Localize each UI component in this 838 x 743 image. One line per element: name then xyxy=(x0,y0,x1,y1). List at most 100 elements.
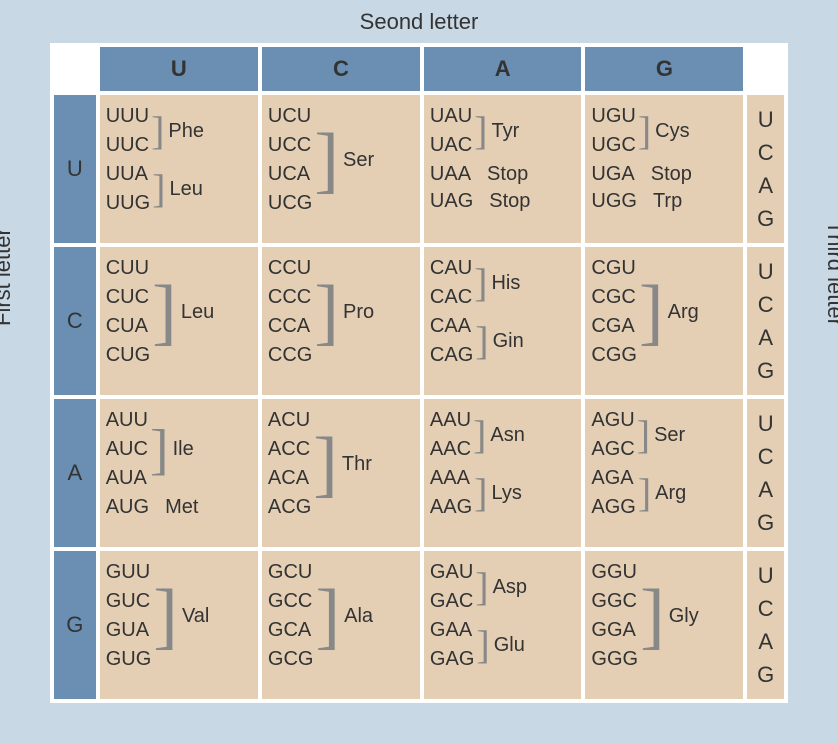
third-letter: U xyxy=(749,103,782,136)
amino-acid: Gin xyxy=(493,330,524,353)
cell-G-G: GGUGGCGGAGGG]Gly xyxy=(585,551,743,699)
codon: GAU xyxy=(430,559,473,586)
amino-acid: Glu xyxy=(494,634,525,657)
codon-group: GGUGGCGGAGGG]Gly xyxy=(591,559,737,673)
amino-acid: Pro xyxy=(343,301,374,324)
codon-group: AGAAGG]Arg xyxy=(591,465,737,521)
codon: GAG xyxy=(430,646,474,673)
codon-group: UGAStop xyxy=(591,161,737,188)
codon: CUA xyxy=(106,313,150,340)
codon-group: UGGTrp xyxy=(591,188,737,215)
codon: CCA xyxy=(268,313,312,340)
cell-C-G: CGUCGCCGACGG]Arg xyxy=(585,247,743,395)
codon: CCU xyxy=(268,255,312,282)
codon: CAU xyxy=(430,255,472,282)
amino-acid: Leu xyxy=(181,301,214,324)
codon: GCA xyxy=(268,617,314,644)
codon-group: AGUAGC]Ser xyxy=(591,407,737,463)
amino-acid: Leu xyxy=(170,178,203,201)
col-header-U: U xyxy=(100,47,258,91)
codon: CCC xyxy=(268,284,312,311)
cell-A-C: ACUACCACAACG]Thr xyxy=(262,399,420,547)
third-letter: G xyxy=(749,658,782,691)
codon: GCU xyxy=(268,559,314,586)
row-header-A: A xyxy=(54,399,96,547)
amino-acid: Val xyxy=(182,605,209,628)
cell-A-G: AGUAGC]SerAGAAGG]Arg xyxy=(585,399,743,547)
codon-group: UAGStop xyxy=(430,188,575,215)
amino-acid: Asn xyxy=(490,424,524,447)
codon: CGU xyxy=(591,255,637,282)
codon-group: CUUCUCCUACUG]Leu xyxy=(106,255,252,369)
codon-group: UUUUUC]Phe xyxy=(106,103,252,159)
third-letter-col: UCAG xyxy=(747,399,784,547)
amino-acid: Lys xyxy=(492,482,522,505)
third-letter: C xyxy=(749,440,782,473)
third-letter: U xyxy=(749,559,782,592)
codon: GUU xyxy=(106,559,152,586)
codon: ACG xyxy=(268,494,311,521)
codon-group: GCUGCCGCAGCG]Ala xyxy=(268,559,414,673)
codon: CAG xyxy=(430,342,473,369)
cell-G-A: GAUGAC]AspGAAGAG]Glu xyxy=(424,551,581,699)
third-letter: C xyxy=(749,592,782,625)
codon: UUG xyxy=(106,190,150,217)
cell-U-A: UAUUAC]TyrUAAStopUAGStop xyxy=(424,95,581,243)
codon: GUA xyxy=(106,617,152,644)
codon: AUC xyxy=(106,436,148,463)
codon: GUC xyxy=(106,588,152,615)
codon: UAC xyxy=(430,132,472,159)
amino-acid: Ala xyxy=(344,605,373,628)
codon-group: CGUCGCCGACGG]Arg xyxy=(591,255,737,369)
codon: GUG xyxy=(106,646,152,673)
codon: AGA xyxy=(591,465,635,492)
codon: UAA xyxy=(430,161,471,188)
third-letter: C xyxy=(749,136,782,169)
codon-group: AUUAUCAUA]Ile xyxy=(106,407,252,492)
codon: AUA xyxy=(106,465,148,492)
amino-acid: Cys xyxy=(655,120,689,143)
right-axis-label: Third letter xyxy=(822,221,838,326)
amino-acid: Stop xyxy=(487,163,528,186)
corner-cell xyxy=(54,47,96,91)
codon: AAC xyxy=(430,436,471,463)
codon: UCC xyxy=(268,132,312,159)
third-letter: G xyxy=(749,354,782,387)
third-letter: C xyxy=(749,288,782,321)
codon: CAA xyxy=(430,313,473,340)
codon-group: UCUUCCUCAUCG]Ser xyxy=(268,103,414,217)
codon: AAA xyxy=(430,465,472,492)
codon: GGA xyxy=(591,617,638,644)
third-letter: A xyxy=(749,169,782,202)
amino-acid: Tyr xyxy=(491,120,519,143)
codon: CAC xyxy=(430,284,472,311)
codon: CGG xyxy=(591,342,637,369)
amino-acid: Gly xyxy=(669,605,699,628)
codon: GCG xyxy=(268,646,314,673)
codon: ACC xyxy=(268,436,311,463)
amino-acid: Ile xyxy=(173,438,194,461)
codon: UUU xyxy=(106,103,149,130)
codon: CUU xyxy=(106,255,150,282)
third-letter-col: UCAG xyxy=(747,551,784,699)
codon-group: ACUACCACAACG]Thr xyxy=(268,407,414,521)
cell-C-A: CAUCAC]HisCAACAG]Gin xyxy=(424,247,581,395)
amino-acid: Met xyxy=(165,496,198,519)
amino-acid: Ser xyxy=(343,149,374,172)
codon-group: UGUUGC]Cys xyxy=(591,103,737,159)
cell-A-A: AAUAAC]AsnAAAAAG]Lys xyxy=(424,399,581,547)
amino-acid: Arg xyxy=(655,482,686,505)
codon: GAC xyxy=(430,588,473,615)
cell-U-U: UUUUUC]PheUUAUUG]Leu xyxy=(100,95,258,243)
col-header-A: A xyxy=(424,47,581,91)
codon: CGA xyxy=(591,313,637,340)
third-letter-col: UCAG xyxy=(747,95,784,243)
codon: AGU xyxy=(591,407,634,434)
codon: GAA xyxy=(430,617,474,644)
codon-group: UUAUUG]Leu xyxy=(106,161,252,217)
third-letter: A xyxy=(749,321,782,354)
left-axis-label: First letter xyxy=(0,228,16,326)
third-letter: G xyxy=(749,506,782,539)
codon-group: AAAAAG]Lys xyxy=(430,465,575,521)
amino-acid: Stop xyxy=(651,163,692,186)
